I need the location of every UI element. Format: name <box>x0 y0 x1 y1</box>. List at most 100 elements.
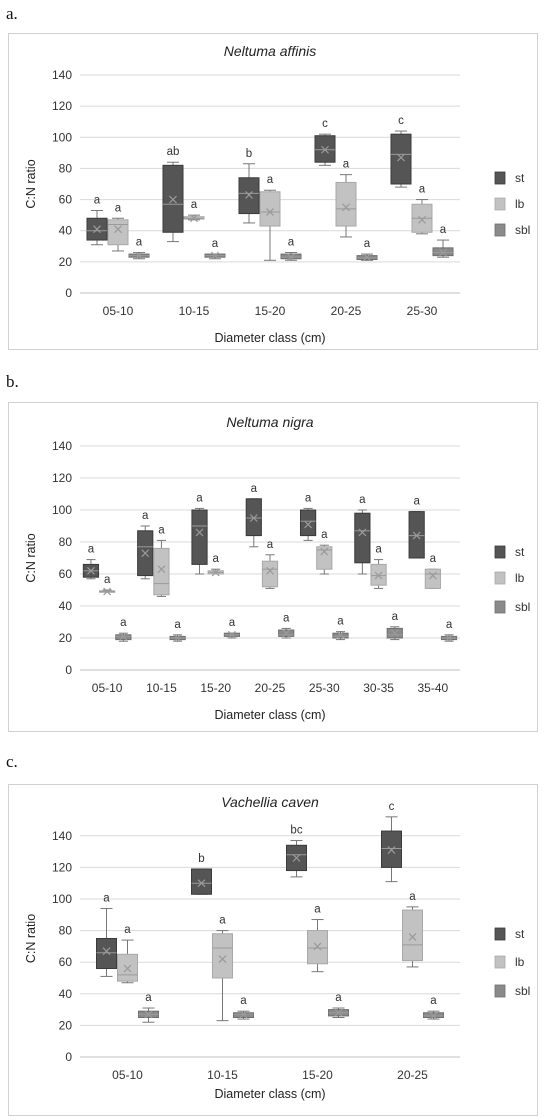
legend-swatch-st <box>494 171 506 185</box>
box-lb: a <box>183 199 205 223</box>
y-tick-label: 60 <box>59 955 73 969</box>
mean-marker <box>412 531 421 540</box>
chart-panel-2: Vachellia caven 0 20 40 60 80 100 120 140 C:N rat… <box>24 794 530 1101</box>
significance-label: a <box>305 492 312 504</box>
significance-label: a <box>103 892 110 904</box>
significance-label: a <box>229 617 236 629</box>
y-tick-label: 120 <box>52 471 72 485</box>
legend-swatch-sbl <box>494 223 506 237</box>
x-tick-label: 05-10 <box>112 1068 143 1082</box>
box-sbl: a <box>128 237 150 260</box>
legend-label-sbl: sbl <box>515 600 530 614</box>
box-sbl: a <box>115 617 132 642</box>
x-axis-label: Diameter class (cm) <box>214 331 325 345</box>
mean-marker <box>197 879 206 888</box>
y-tick-label: 140 <box>52 68 72 82</box>
legend-swatch-sbl <box>494 984 506 998</box>
box-sbl: a <box>204 238 226 260</box>
mean-marker <box>439 248 447 257</box>
significance-label: a <box>94 194 101 206</box>
box <box>299 509 317 537</box>
legend-swatch-lb <box>494 571 506 585</box>
significance-label: a <box>392 611 399 623</box>
mean-marker <box>245 190 253 199</box>
x-tick-label: 10-15 <box>179 304 210 318</box>
mean-marker <box>211 568 220 577</box>
box-sbl: a <box>138 992 159 1023</box>
box-st: a <box>354 494 371 575</box>
significance-label: a <box>196 492 203 504</box>
box-st: a <box>96 892 117 977</box>
box-st: c <box>381 801 402 883</box>
legend-swatch-sbl <box>494 600 506 614</box>
mean-marker <box>292 853 301 862</box>
box <box>424 568 441 589</box>
box <box>390 133 412 185</box>
y-tick-label: 80 <box>59 161 73 175</box>
chart-panel-0: Neltuma affinis 0 20 40 60 80 100 120 140 C:N rat… <box>24 43 530 345</box>
y-axis-label: C:N ratio <box>24 533 38 582</box>
mean-marker <box>119 632 128 641</box>
significance-label: a <box>359 494 366 506</box>
box-st: a <box>82 544 100 580</box>
mean-marker <box>173 634 182 642</box>
mean-marker <box>313 942 322 951</box>
box <box>316 546 333 570</box>
legend-label-sbl: sbl <box>515 984 530 998</box>
box-lb: a <box>261 539 279 589</box>
significance-label: a <box>430 995 437 1007</box>
box-sbl: a <box>223 617 241 639</box>
y-axis-label: C:N ratio <box>24 159 38 208</box>
x-tick-label: 05-10 <box>92 681 123 695</box>
legend-label-st: st <box>515 927 525 941</box>
box-st: a <box>191 492 208 575</box>
x-tick-label: 20-25 <box>397 1068 428 1082</box>
significance-label: a <box>251 483 258 495</box>
significance-label: a <box>343 159 350 171</box>
box-sbl: a <box>233 995 254 1020</box>
box-st: b <box>191 853 212 895</box>
box-sbl: a <box>440 619 458 642</box>
box <box>191 868 212 895</box>
y-tick-label: 40 <box>59 599 73 613</box>
significance-label: a <box>337 616 344 628</box>
y-tick-label: 120 <box>52 860 72 874</box>
y-tick-label: 40 <box>59 987 73 1001</box>
y-tick-label: 40 <box>59 224 73 238</box>
box-st: c <box>314 118 336 166</box>
mean-marker <box>320 547 329 556</box>
y-tick-label: 80 <box>59 535 73 549</box>
significance-label: bc <box>290 825 302 837</box>
box-lb: a <box>307 904 328 973</box>
box-sbl: a <box>432 224 454 258</box>
significance-label: a <box>115 202 122 214</box>
mean-marker <box>428 571 437 580</box>
box-lb: a <box>153 524 170 597</box>
significance-label: a <box>124 924 131 936</box>
chart-title: Vachellia caven <box>221 794 319 810</box>
significance-label: a <box>419 184 426 196</box>
x-tick-label: 20-25 <box>255 681 286 695</box>
y-tick-label: 60 <box>59 193 73 207</box>
y-tick-label: 0 <box>65 1050 72 1064</box>
mean-marker <box>218 955 227 963</box>
box <box>96 938 117 970</box>
significance-label: a <box>240 995 247 1007</box>
mean-marker <box>249 514 258 522</box>
box-lb: a <box>402 891 423 968</box>
x-tick-label: 30-35 <box>363 681 394 695</box>
significance-label: c <box>322 118 328 130</box>
mean-marker <box>408 932 417 941</box>
mean-marker <box>363 253 371 262</box>
legend-label-sbl: sbl <box>515 223 530 237</box>
box-lb: a <box>370 544 387 589</box>
legend-label-lb: lb <box>515 197 525 211</box>
y-tick-label: 20 <box>59 255 73 269</box>
box <box>153 547 170 596</box>
mean-marker <box>342 203 350 212</box>
x-axis-label: Diameter class (cm) <box>214 1087 325 1101</box>
panel-letter-c: c. <box>6 752 18 771</box>
significance-label: ab <box>167 146 180 158</box>
legend-label-st: st <box>515 171 525 185</box>
significance-label: a <box>283 612 290 624</box>
